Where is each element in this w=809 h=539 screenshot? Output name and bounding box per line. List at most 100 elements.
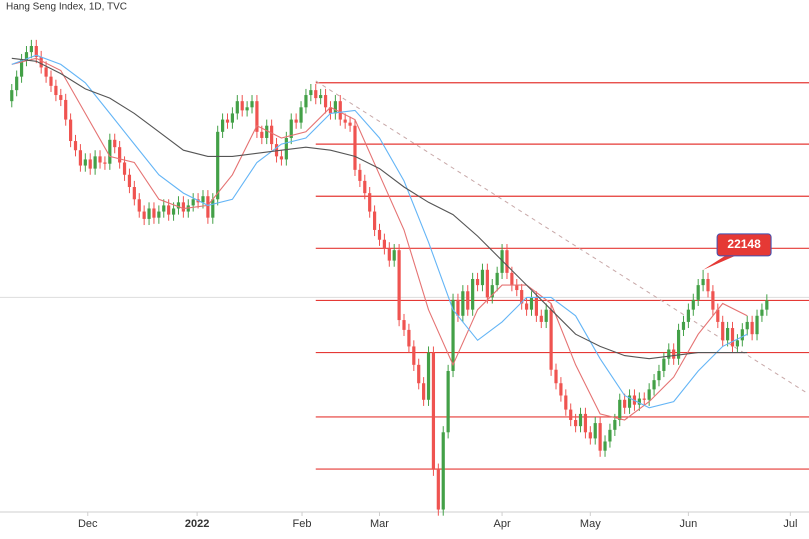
candle-body (176, 202, 181, 209)
candle-body (686, 309, 690, 322)
candle-body (103, 162, 107, 164)
candle-body (637, 398, 641, 405)
x-tick-label: Mar (370, 518, 389, 530)
candle-body (647, 389, 651, 400)
candle-body (696, 285, 700, 300)
candle-body (24, 52, 29, 61)
candle-body (294, 119, 298, 123)
candle-body (255, 101, 259, 132)
candle-body (618, 399, 622, 421)
candle-body (559, 383, 563, 396)
candle-body (412, 346, 416, 365)
candle-body (363, 180, 367, 194)
candle-body (750, 321, 754, 335)
candle-body (417, 364, 421, 384)
candle-body (44, 67, 48, 77)
candle-body (162, 205, 166, 212)
candle-body (220, 119, 225, 132)
candle-body (480, 269, 485, 286)
candle-body (113, 139, 117, 148)
candle-body (108, 139, 112, 164)
candle-body (603, 441, 607, 451)
candle-body (157, 211, 161, 218)
annotation-pointer (703, 255, 736, 270)
candle-body (59, 95, 63, 100)
candle-body (73, 141, 78, 151)
candle-body (186, 205, 190, 212)
candle-body (466, 291, 470, 310)
candle-body (98, 156, 102, 163)
candle-body (613, 420, 617, 430)
candle-body (716, 309, 720, 322)
candle-body (235, 101, 239, 114)
candle-body (623, 399, 627, 408)
candle-body (191, 199, 195, 206)
candle-body (534, 297, 538, 316)
candle-body (446, 370, 450, 433)
candle-body (333, 101, 337, 114)
candle-body (216, 131, 220, 200)
candle-body (662, 358, 666, 371)
candle-body (270, 125, 274, 145)
candle-body (358, 169, 362, 181)
candle-body (19, 60, 24, 77)
candle-body (387, 248, 391, 261)
candle-body (735, 340, 740, 347)
candle-body (485, 269, 489, 298)
candle-body (265, 125, 269, 138)
annotation-label: 22148 (727, 237, 761, 251)
candle-body (608, 429, 612, 442)
candle-body (10, 90, 14, 102)
candle-body (598, 423, 602, 451)
candle-body (451, 299, 455, 371)
candle-body (171, 208, 176, 215)
candle-body (676, 329, 681, 359)
candle-body (319, 95, 323, 99)
chart-title: Hang Seng Index, 1D, TVC (6, 2, 127, 13)
candle-body (642, 398, 646, 400)
candle-body (510, 272, 514, 286)
candle-body (500, 250, 504, 273)
candle-body (431, 352, 436, 470)
candle-body (78, 150, 83, 166)
candle-body (338, 101, 342, 120)
candle-body (574, 420, 578, 427)
x-tick-label: Dec (78, 518, 98, 530)
candle-body (353, 125, 357, 170)
candle-body (755, 315, 759, 335)
x-tick-label: Feb (293, 518, 312, 530)
candle-body (49, 76, 53, 86)
candle-body (299, 107, 303, 123)
candle-body (279, 156, 284, 160)
candle-body (142, 211, 146, 219)
candle-body (422, 383, 426, 400)
candle-body (368, 193, 372, 212)
moving-average (11, 57, 748, 421)
candle-body (250, 101, 254, 108)
candle-body (122, 162, 127, 175)
candle-body (64, 99, 68, 120)
candle-body (721, 321, 725, 341)
candle-body (627, 395, 632, 408)
x-tick-label: Jul (783, 518, 797, 530)
candle-body (681, 321, 686, 330)
candle-body (309, 90, 313, 96)
candle-body (539, 315, 543, 322)
candle-body (343, 119, 347, 123)
candle-body (372, 211, 377, 230)
candle-body (152, 208, 156, 218)
candle-body (392, 250, 396, 261)
candle-body (765, 300, 769, 310)
candle-body (745, 321, 749, 330)
candle-body (54, 85, 58, 96)
candle-body (93, 156, 97, 169)
candle-body (711, 291, 715, 310)
candle-body (495, 272, 499, 286)
candle-body (490, 285, 494, 298)
candle-body (524, 303, 529, 310)
candle-body (382, 239, 386, 249)
candle-body (564, 395, 568, 410)
x-tick-label: Jun (680, 518, 698, 530)
candle-body (578, 413, 583, 427)
